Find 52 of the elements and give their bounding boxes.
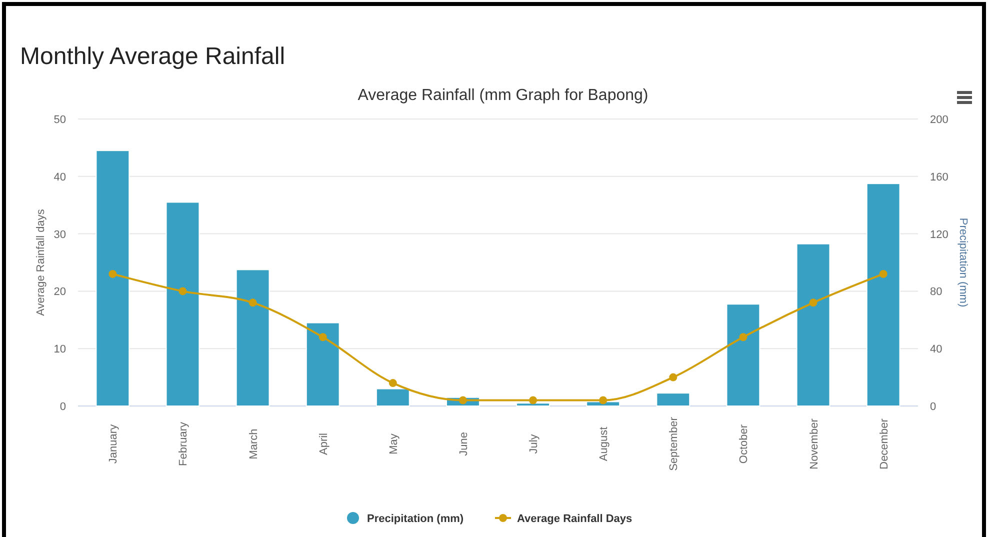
x-tick-label: August — [598, 426, 610, 462]
bar — [726, 304, 760, 406]
bar — [866, 183, 900, 406]
chart-title: Monthly Average Rainfall — [20, 43, 286, 70]
legend-label: Precipitation (mm) — [367, 513, 464, 525]
x-tick-label: November — [808, 418, 820, 470]
x-tick-label: December — [878, 418, 890, 470]
x-tick-label: April — [318, 432, 330, 456]
point — [879, 270, 888, 278]
point — [739, 333, 748, 342]
bar — [166, 202, 200, 406]
point — [178, 287, 187, 296]
y2-tick-label: 200 — [930, 114, 948, 126]
point — [669, 373, 678, 382]
bar — [656, 392, 690, 406]
y2-tick-label: 0 — [930, 401, 936, 413]
y-axis-title: Average Rainfall days — [35, 208, 47, 316]
bar — [796, 243, 830, 406]
point — [809, 298, 818, 307]
y-tick-label: 10 — [54, 344, 66, 356]
y-tick-label: 30 — [54, 228, 66, 241]
point — [248, 298, 257, 307]
bar — [306, 322, 340, 406]
x-tick-label: July — [528, 434, 540, 454]
y-tick-label: 20 — [54, 286, 66, 298]
chart-subtitle: Average Rainfall (mm Graph for Bapong) — [358, 87, 648, 104]
y-tick-label: 40 — [54, 171, 66, 184]
y2-axis-title: Precipitation (mm) — [957, 218, 969, 308]
bar — [96, 150, 130, 406]
y2-tick-label: 160 — [930, 171, 948, 184]
x-tick-label: October — [738, 424, 750, 464]
x-tick-label: March — [248, 428, 260, 460]
x-tick-label: May — [388, 433, 400, 454]
bar — [376, 388, 410, 406]
point — [318, 333, 327, 342]
y2-tick-label: 40 — [930, 344, 942, 356]
x-tick-label: January — [108, 424, 120, 464]
y2-tick-label: 80 — [930, 286, 942, 298]
x-tick-label: June — [458, 432, 470, 456]
x-tick-label: February — [178, 422, 190, 466]
point — [529, 396, 538, 404]
x-tick-label: September — [668, 416, 680, 471]
y-tick-label: 50 — [54, 114, 66, 126]
bar — [586, 401, 620, 406]
y2-tick-label: 120 — [930, 228, 948, 241]
point — [388, 379, 397, 388]
y-tick-label: 0 — [60, 401, 66, 413]
point — [108, 270, 117, 278]
bar — [236, 269, 270, 406]
legend-label: Average Rainfall Days — [517, 513, 632, 525]
point — [599, 396, 608, 404]
bar — [516, 402, 550, 406]
